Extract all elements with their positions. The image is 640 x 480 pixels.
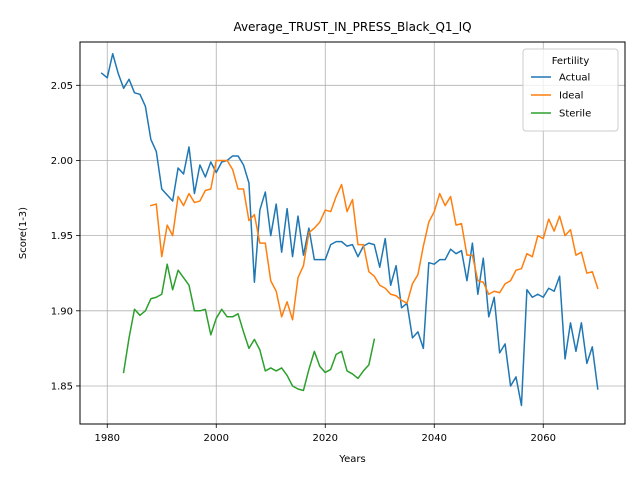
x-tick-label: 2020 <box>313 433 338 444</box>
plot-frame <box>79 41 626 425</box>
legend: Fertility Actual Ideal Sterile <box>522 48 619 132</box>
series-line-actual <box>100 52 599 407</box>
legend-title: Fertility <box>552 56 590 67</box>
y-tick-label: 1.95 <box>51 231 73 242</box>
chart-title: Average_TRUST_IN_PRESS_Black_Q1_IQ <box>233 20 471 34</box>
y-tick-label: 2.00 <box>51 156 73 167</box>
y-tick-label: 2.05 <box>51 81 73 92</box>
legend-label-sterile: Sterile <box>559 109 591 120</box>
legend-label-ideal: Ideal <box>559 91 583 102</box>
x-tick-label: 2040 <box>422 433 447 444</box>
axis-ticks: 1980 2000 2020 2040 2060 1.85 1.90 1.95 2.00 2.05 <box>51 81 556 444</box>
series-lines <box>100 52 599 407</box>
y-tick-label: 1.85 <box>51 381 73 392</box>
series-line-ideal <box>149 159 599 321</box>
y-axis-label: Score(1-3) <box>18 207 29 259</box>
legend-box <box>522 48 619 132</box>
y-tick-label: 1.90 <box>51 306 73 317</box>
legend-label-actual: Actual <box>559 73 590 84</box>
x-tick-label: 1980 <box>95 433 120 444</box>
x-tick-label: 2000 <box>204 433 229 444</box>
legend-items: Actual Ideal Sterile <box>531 73 591 120</box>
x-axis-label: Years <box>338 454 365 465</box>
series-line-sterile <box>122 263 376 392</box>
x-tick-label: 2060 <box>531 433 556 444</box>
